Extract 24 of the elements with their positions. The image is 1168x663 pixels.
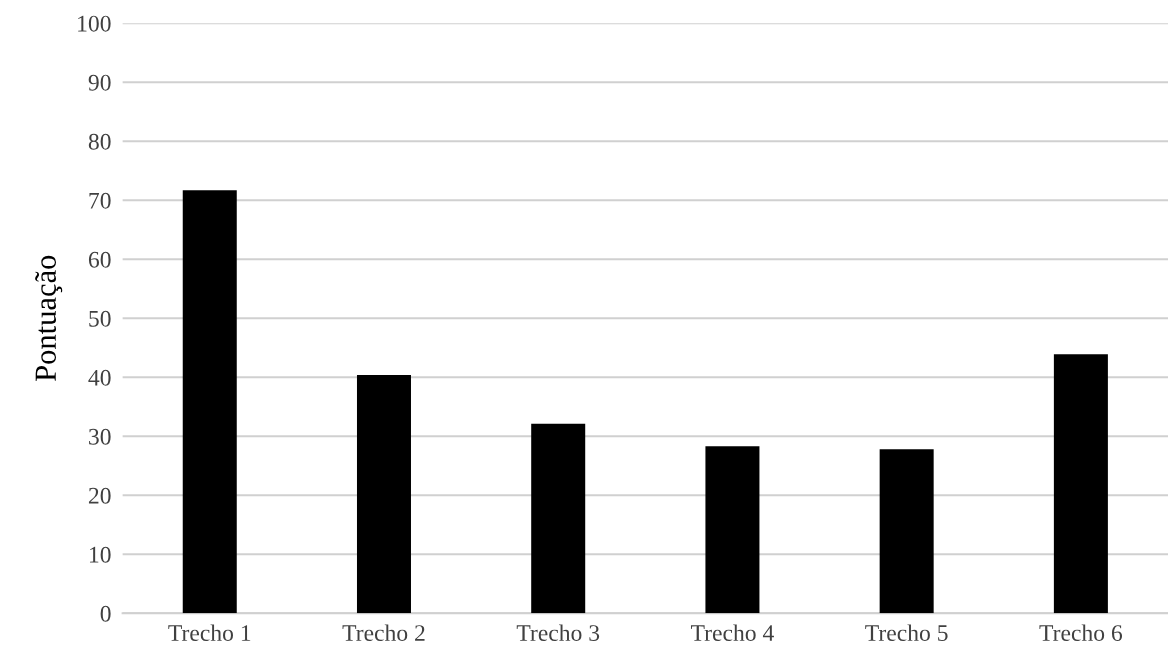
x-tick-label: Trecho 1 [168,624,251,641]
y-tick-label: 10 [89,546,111,563]
y-tick-label: 50 [89,310,111,327]
y-tick-label: 40 [88,369,111,386]
x-tick-label: Trecho 4 [690,624,774,641]
y-tick-label: 20 [88,487,111,504]
y-axis-title: Pontuação [35,255,63,381]
x-tick-label: Trecho 6 [1039,624,1123,641]
y-tick-label: 100 [78,15,111,32]
y-tick-label: 0 [100,605,111,622]
bar [182,190,237,614]
y-tick-label: 60 [88,251,111,268]
bar [531,423,586,614]
x-tick-label: Trecho 2 [342,624,425,641]
bar [705,446,760,614]
bar [879,449,934,614]
bar [356,374,411,614]
bar [1053,354,1108,614]
x-tick-label: Trecho 3 [516,624,600,641]
y-tick-label: 30 [89,428,111,445]
y-tick-label: 90 [88,74,111,91]
x-tick-label: Trecho 5 [865,624,948,641]
y-tick-label: 70 [89,192,111,209]
y-tick-label: 80 [88,133,111,150]
